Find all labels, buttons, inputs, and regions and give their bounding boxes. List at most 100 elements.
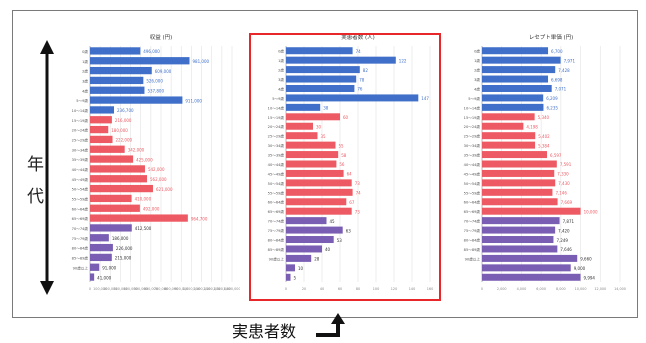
- data-label: 526,000: [146, 79, 163, 84]
- receipt-bar: [482, 132, 536, 140]
- data-label: 147: [421, 96, 429, 101]
- x-tick-label: 80: [356, 287, 360, 291]
- category-label: 40〜44歳: [464, 162, 481, 167]
- revenue-bar: [90, 184, 153, 193]
- category-label: 80〜84歳: [72, 246, 89, 251]
- category-label: 5〜9歳: [76, 98, 88, 103]
- data-label: 9,660: [580, 257, 592, 262]
- data-label: 6,698: [551, 77, 563, 82]
- patients-bar: [286, 264, 295, 272]
- data-label: 63: [346, 228, 352, 233]
- category-label: 90歳以上: [73, 265, 89, 270]
- category-label: 5〜9歳: [468, 96, 480, 101]
- x-tick-label: 600,000: [144, 287, 158, 291]
- category-label: 75〜79歳: [464, 228, 481, 233]
- category-label: 10〜14歳: [464, 105, 481, 110]
- category-label: 20〜24歳: [464, 124, 481, 129]
- category-label: 45〜49歳: [268, 171, 285, 176]
- category-label: 20〜24歳: [268, 124, 285, 129]
- revenue-bar: [90, 175, 148, 183]
- category-label: 0歳: [474, 49, 480, 54]
- category-label: 70〜74歳: [464, 219, 481, 224]
- revenue-bar: [90, 273, 95, 281]
- x-tick-label: 160: [427, 287, 433, 291]
- patients-chart-title: 実患者数 (人): [341, 33, 375, 41]
- x-tick-label: 0: [89, 287, 91, 291]
- category-label: 30〜34歳: [268, 143, 285, 148]
- patients-bar: [286, 132, 318, 140]
- category-label: 45〜49歳: [464, 171, 481, 176]
- receipt-bar: [482, 226, 556, 234]
- data-label: 911,000: [185, 98, 202, 103]
- category-label: 2歳: [82, 69, 88, 74]
- category-label: 25〜29歳: [72, 137, 89, 142]
- age-label-bottom: 代: [27, 180, 44, 209]
- patients-bar: [286, 236, 334, 244]
- data-label: 542,000: [148, 167, 165, 172]
- category-label: 3歳: [82, 78, 88, 83]
- receipt-bar: [482, 179, 556, 187]
- patients-bar: [286, 245, 322, 253]
- receipt-bar: [482, 169, 555, 177]
- data-label: 7,430: [558, 181, 570, 186]
- receipt-bar: [482, 254, 578, 262]
- receipt-bar: [482, 188, 553, 196]
- data-label: 7,420: [558, 228, 570, 233]
- category-label: 3歳: [474, 77, 480, 82]
- revenue-bar: [90, 57, 190, 65]
- category-label: 55〜59歳: [268, 190, 285, 195]
- receipt-unit-chart-panel: レセプト単価 (円) 0 2,000 4,000 6,000 8,000 10,000 12,…: [448, 28, 628, 298]
- category-label: 70〜74歳: [268, 219, 285, 224]
- data-label: 76: [357, 87, 363, 92]
- category-label: 10〜14歳: [72, 108, 89, 113]
- patients-bar: [286, 47, 353, 55]
- receipt-bar: [482, 47, 549, 55]
- x-tick-label: 1,300,000: [213, 287, 230, 291]
- category-label: 5〜9歳: [272, 96, 284, 101]
- x-tick-label: 8,000: [556, 287, 566, 291]
- patients-chart-panel: 実患者数 (人) 0 20 40 60 80 100 120 140 160 0歳 74 1歳 122 2歳…: [252, 28, 438, 298]
- revenue-bar: [90, 253, 112, 262]
- revenue-bar: [90, 263, 100, 271]
- x-tick-label: 140: [409, 287, 415, 291]
- data-label: 45: [330, 219, 336, 224]
- data-label: 537,800: [147, 89, 164, 94]
- revenue-bar: [90, 194, 132, 203]
- category-label: 4歳: [278, 86, 284, 91]
- data-label: 10,000: [584, 209, 598, 214]
- caption-arrow-icon: [316, 313, 345, 337]
- revenue-bar: [90, 135, 113, 144]
- data-label: 74: [356, 191, 362, 196]
- category-label: 90歳以上: [269, 256, 285, 261]
- data-label: 981,000: [193, 59, 210, 64]
- data-label: 6,235: [546, 106, 558, 111]
- data-label: 7,071: [555, 87, 567, 92]
- x-tick-label: 0: [481, 287, 483, 291]
- x-tick-label: 12,000: [594, 287, 606, 291]
- receipt-chart-title: レセプト単価 (円): [529, 33, 574, 41]
- category-label: 4歳: [474, 86, 480, 91]
- patients-bar: [286, 75, 357, 83]
- x-tick-label: 1,100,000: [193, 287, 210, 291]
- receipt-bar: [482, 245, 558, 253]
- patients-bar: [286, 217, 327, 225]
- category-label: 80〜84歳: [268, 237, 285, 242]
- category-label: 50〜54歳: [268, 181, 285, 186]
- patients-bar: [286, 198, 347, 206]
- receipt-bar: [482, 66, 556, 74]
- patients-bar: [286, 160, 337, 168]
- revenue-bar: [90, 106, 115, 114]
- data-label: 55: [339, 143, 345, 148]
- revenue-bar: [90, 96, 183, 104]
- patients-bar: [286, 226, 343, 234]
- receipt-bar: [482, 273, 581, 281]
- category-label: 1歳: [278, 58, 284, 63]
- category-label: 65〜69歳: [72, 216, 89, 221]
- revenue-bar: [90, 243, 113, 252]
- data-label: 28: [314, 257, 320, 262]
- age-label-top: 年: [27, 148, 44, 177]
- patients-bar: [286, 207, 352, 215]
- category-label: 40〜44歳: [268, 162, 285, 167]
- category-label: 25〜29歳: [268, 134, 285, 139]
- data-label: 6,700: [551, 49, 563, 54]
